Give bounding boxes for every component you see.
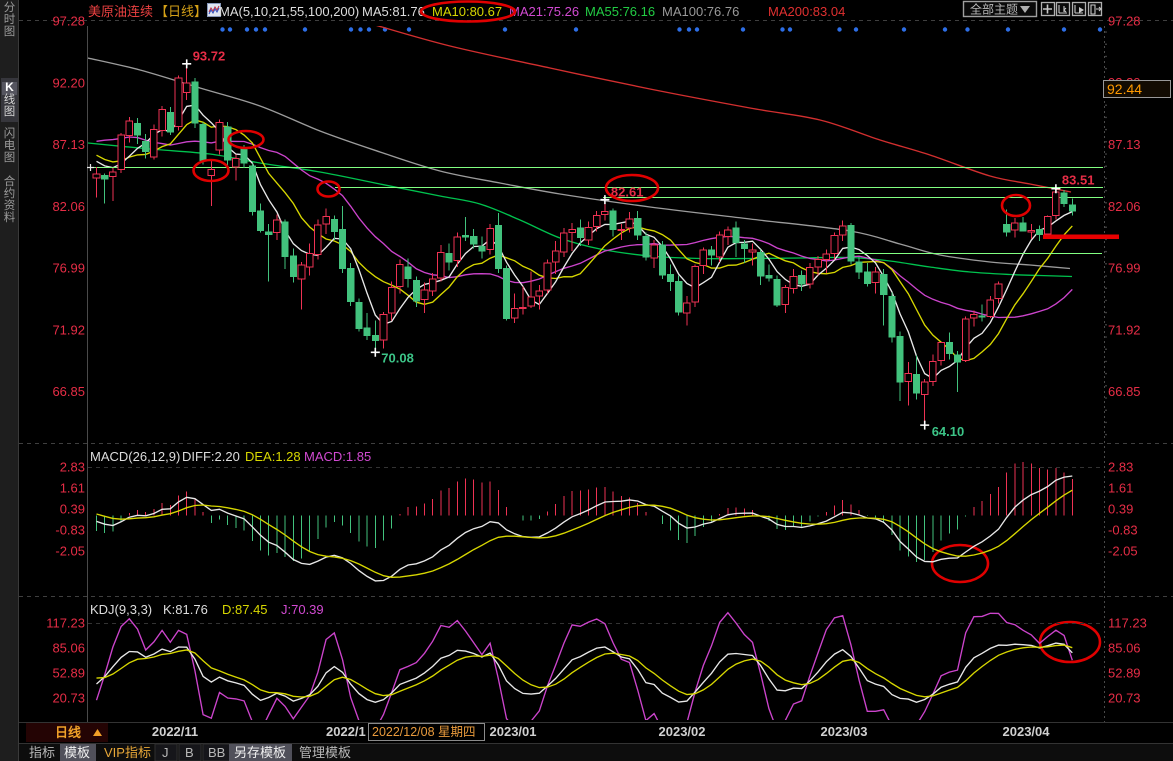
svg-text:64.10: 64.10 (932, 424, 965, 439)
svg-text:117.23: 117.23 (46, 615, 85, 630)
svg-text:20.73: 20.73 (52, 690, 85, 705)
svg-text:DIFF:2.20: DIFF:2.20 (182, 449, 240, 464)
svg-text:J: J (162, 745, 169, 760)
svg-text:D:87.45: D:87.45 (222, 602, 268, 617)
svg-text:2.83: 2.83 (1108, 459, 1133, 474)
svg-text:0.39: 0.39 (60, 501, 85, 516)
svg-text:全部主题: 全部主题 (970, 2, 1018, 17)
svg-text:另存模板: 另存模板 (234, 745, 286, 760)
svg-text:2023/01: 2023/01 (490, 724, 537, 739)
svg-text:合: 合 (4, 174, 16, 188)
svg-text:MA100:76.76: MA100:76.76 (662, 4, 739, 19)
svg-text:【日线】: 【日线】 (155, 4, 207, 19)
svg-text:BB: BB (208, 745, 225, 760)
svg-text:MA21:75.26: MA21:75.26 (509, 4, 579, 19)
svg-text:70.08: 70.08 (381, 350, 414, 365)
svg-text:日线: 日线 (55, 725, 81, 740)
svg-text:图: 图 (4, 25, 16, 38)
svg-text:1.61: 1.61 (60, 480, 85, 495)
svg-text:20.73: 20.73 (1108, 690, 1141, 705)
svg-text:92.20: 92.20 (52, 75, 85, 90)
svg-text:模板: 模板 (64, 745, 90, 760)
svg-text:2023/04: 2023/04 (1003, 724, 1051, 739)
svg-text:电: 电 (4, 139, 16, 152)
svg-text:71.92: 71.92 (1108, 322, 1141, 337)
svg-text:2022/1: 2022/1 (326, 724, 366, 739)
svg-text:闪: 闪 (4, 126, 16, 140)
svg-text:美原油连续: 美原油连续 (88, 4, 153, 19)
svg-text:52.89: 52.89 (1108, 665, 1141, 680)
svg-text:76.99: 76.99 (1108, 261, 1141, 276)
svg-text:83.51: 83.51 (1062, 173, 1095, 188)
svg-text:2022/12/08 星期四: 2022/12/08 星期四 (372, 725, 476, 739)
svg-text:线: 线 (4, 92, 16, 106)
svg-text:2022/11: 2022/11 (152, 724, 198, 739)
svg-text:时: 时 (4, 13, 16, 26)
svg-text:约: 约 (4, 186, 16, 200)
svg-text:82.06: 82.06 (1108, 199, 1141, 214)
svg-text:图: 图 (4, 105, 16, 118)
svg-text:-0.83: -0.83 (55, 522, 85, 537)
svg-text:85.06: 85.06 (52, 640, 85, 655)
svg-text:K: K (5, 80, 14, 94)
svg-text:2.83: 2.83 (60, 459, 85, 474)
svg-text:93.72: 93.72 (193, 48, 226, 63)
svg-text:分: 分 (4, 1, 16, 14)
svg-text:-2.05: -2.05 (55, 543, 85, 558)
svg-text:76.99: 76.99 (52, 261, 85, 276)
svg-text:MACD(26,12,9): MACD(26,12,9) (90, 449, 180, 464)
svg-text:MA(5,10,21,55,100,200): MA(5,10,21,55,100,200) (219, 4, 359, 19)
svg-text:66.85: 66.85 (1108, 384, 1141, 399)
svg-text:87.13: 87.13 (52, 137, 85, 152)
svg-text:92.44: 92.44 (1107, 81, 1142, 97)
svg-text:图: 图 (4, 151, 16, 164)
svg-text:2023/02: 2023/02 (659, 724, 706, 739)
svg-text:87.13: 87.13 (1108, 137, 1141, 152)
svg-text:VIP指标: VIP指标 (104, 745, 151, 760)
svg-text:料: 料 (4, 210, 16, 224)
svg-text:MACD:1.85: MACD:1.85 (304, 449, 371, 464)
svg-text:0.39: 0.39 (1108, 501, 1133, 516)
svg-text:82.61: 82.61 (611, 185, 644, 200)
svg-text:66.85: 66.85 (52, 384, 85, 399)
svg-text:MA200:83.04: MA200:83.04 (768, 4, 845, 19)
svg-text:85.06: 85.06 (1108, 640, 1141, 655)
svg-text:J:70.39: J:70.39 (281, 602, 324, 617)
svg-text:KDJ(9,3,3): KDJ(9,3,3) (90, 602, 152, 617)
svg-text:B: B (185, 745, 194, 760)
svg-text:指标: 指标 (29, 745, 55, 760)
svg-text:MA5:81.76: MA5:81.76 (362, 4, 425, 19)
svg-text:K:81.76: K:81.76 (163, 602, 208, 617)
svg-text:52.89: 52.89 (52, 665, 85, 680)
svg-text:DEA:1.28: DEA:1.28 (245, 449, 301, 464)
svg-text:71.92: 71.92 (52, 322, 85, 337)
svg-text:117.23: 117.23 (1108, 615, 1147, 630)
svg-text:97.28: 97.28 (52, 14, 85, 29)
svg-text:资: 资 (4, 199, 16, 212)
svg-text:1.61: 1.61 (1108, 480, 1133, 495)
svg-text:97.28: 97.28 (1108, 14, 1141, 29)
svg-text:2023/03: 2023/03 (821, 724, 868, 739)
svg-text:MA10:80.67: MA10:80.67 (432, 4, 502, 19)
svg-text:82.06: 82.06 (52, 199, 85, 214)
svg-text:-0.83: -0.83 (1108, 522, 1138, 537)
svg-text:-2.05: -2.05 (1108, 543, 1138, 558)
svg-text:MA55:76.16: MA55:76.16 (585, 4, 655, 19)
svg-text:管理模板: 管理模板 (299, 745, 351, 760)
